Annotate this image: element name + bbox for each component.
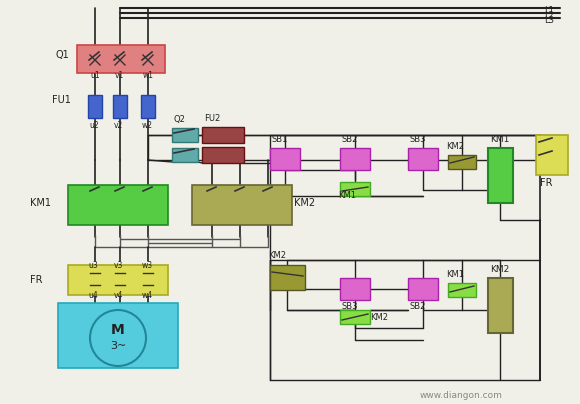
Bar xyxy=(270,265,305,290)
Bar xyxy=(448,155,476,169)
Bar xyxy=(202,127,244,143)
Text: w3: w3 xyxy=(142,261,153,270)
Text: L1: L1 xyxy=(544,6,554,15)
Text: www.diangon.com: www.diangon.com xyxy=(420,391,503,400)
Bar xyxy=(408,148,438,170)
Bar xyxy=(340,310,370,324)
Text: FU2: FU2 xyxy=(204,114,220,123)
Bar xyxy=(68,185,168,225)
Bar xyxy=(88,95,102,118)
Text: u4: u4 xyxy=(88,292,98,301)
Bar xyxy=(408,278,438,300)
Text: SB3: SB3 xyxy=(342,302,358,311)
Bar xyxy=(448,283,476,297)
Text: KM2: KM2 xyxy=(268,251,286,260)
Text: SB1: SB1 xyxy=(272,135,288,144)
Text: L3: L3 xyxy=(544,16,554,25)
Text: KM2: KM2 xyxy=(490,265,509,274)
Bar xyxy=(58,303,178,368)
Text: SB3: SB3 xyxy=(410,135,426,144)
Text: u2: u2 xyxy=(89,120,99,130)
Text: KM1: KM1 xyxy=(446,270,464,279)
Text: v2: v2 xyxy=(114,120,123,130)
Text: KM1: KM1 xyxy=(338,191,356,200)
Text: SB2: SB2 xyxy=(410,302,426,311)
Bar xyxy=(172,128,198,142)
Text: L2: L2 xyxy=(544,11,554,20)
Bar xyxy=(192,185,292,225)
Text: SB2: SB2 xyxy=(342,135,358,144)
Bar xyxy=(68,265,168,295)
Text: FR: FR xyxy=(30,275,42,285)
Bar xyxy=(202,147,244,163)
Text: FU1: FU1 xyxy=(52,95,71,105)
Bar xyxy=(536,135,568,175)
Text: u3: u3 xyxy=(88,261,98,270)
Text: FR: FR xyxy=(540,178,553,188)
Text: Q2: Q2 xyxy=(174,115,186,124)
Text: Q1: Q1 xyxy=(55,50,69,60)
Bar xyxy=(270,148,300,170)
Bar xyxy=(113,95,127,118)
Bar xyxy=(340,148,370,170)
Text: KM1: KM1 xyxy=(490,135,509,144)
Text: M: M xyxy=(111,323,125,337)
Bar xyxy=(340,182,370,196)
Text: v1: v1 xyxy=(115,71,124,80)
Bar xyxy=(488,278,513,333)
Text: w2: w2 xyxy=(142,120,153,130)
Bar xyxy=(172,148,198,162)
Circle shape xyxy=(90,310,146,366)
Bar xyxy=(141,95,155,118)
Text: w4: w4 xyxy=(142,292,153,301)
Bar xyxy=(488,148,513,203)
Text: v4: v4 xyxy=(114,292,124,301)
Text: 3~: 3~ xyxy=(110,341,126,351)
Text: KM1: KM1 xyxy=(30,198,51,208)
Text: w1: w1 xyxy=(143,71,154,80)
Text: KM2: KM2 xyxy=(446,142,464,151)
Bar xyxy=(77,45,165,73)
Text: KM2: KM2 xyxy=(370,313,388,322)
Bar xyxy=(340,278,370,300)
Text: KM2: KM2 xyxy=(294,198,315,208)
Text: v3: v3 xyxy=(114,261,124,270)
Text: u1: u1 xyxy=(90,71,100,80)
